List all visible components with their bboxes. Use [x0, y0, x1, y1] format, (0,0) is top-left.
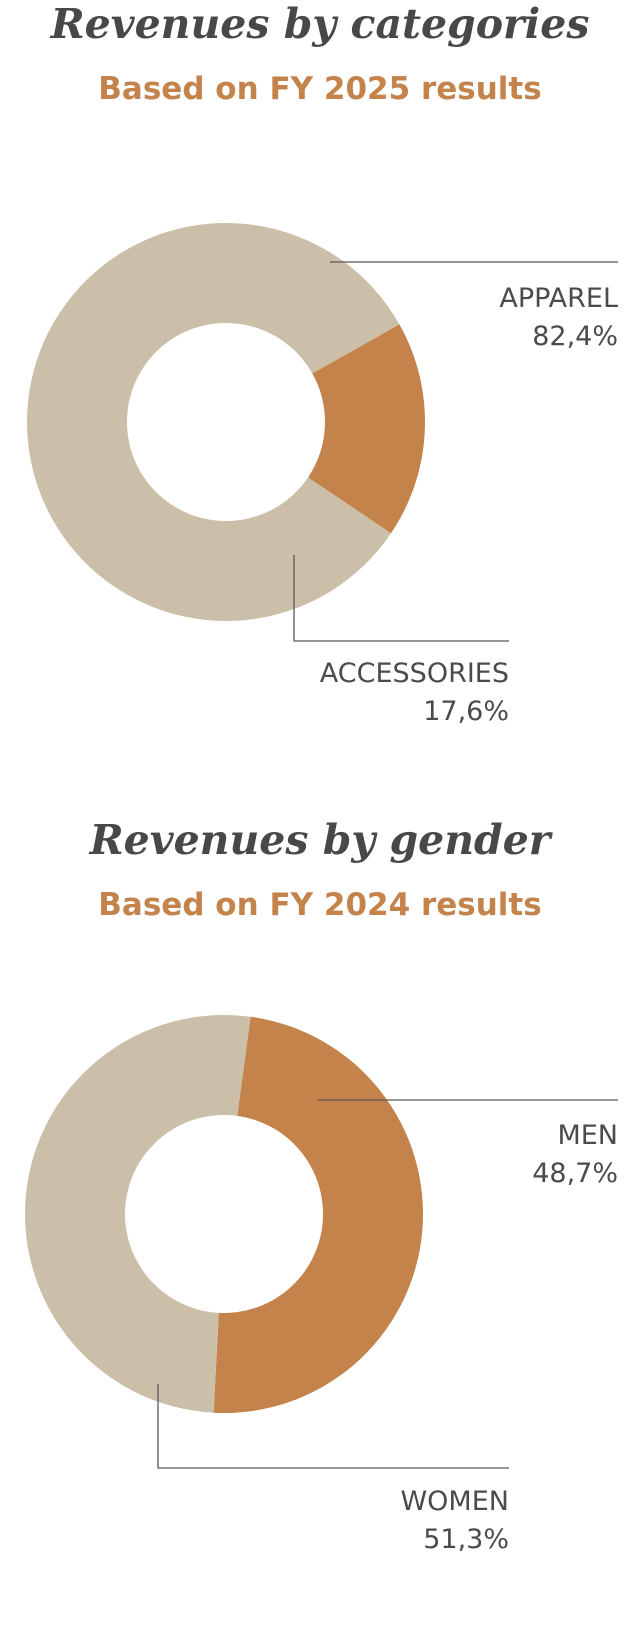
donut-chart-gender: MEN 48,7% WOMEN 51,3% — [25, 1015, 618, 1555]
donut-slice-women — [25, 1015, 251, 1413]
chart-title: Revenues by gender — [89, 816, 551, 864]
slice-label-men: MEN — [557, 1120, 618, 1151]
slice-label-women: WOMEN — [400, 1486, 509, 1517]
leader-line-women — [157, 1384, 509, 1469]
slice-value-men: 48,7% — [532, 1158, 618, 1189]
donut-chart-categories: APPAREL 82,4% ACCESSORIES 17,6% — [26, 222, 618, 727]
slice-label-accessories: ACCESSORIES — [320, 658, 509, 689]
donut-slice-accessories — [308, 324, 425, 534]
slice-label-apparel: APPAREL — [499, 283, 618, 314]
chart-subtitle: Based on FY 2025 results — [98, 71, 542, 107]
donut-slice-men — [213, 1016, 424, 1413]
slice-value-apparel: 82,4% — [532, 321, 618, 352]
chart-title: Revenues by categories — [50, 0, 590, 48]
categories-section: Revenues by categories Based on FY 2025 … — [0, 0, 640, 780]
donut-slice-apparel — [26, 222, 400, 621]
slice-value-accessories: 17,6% — [423, 696, 509, 727]
slice-value-women: 51,3% — [423, 1524, 509, 1555]
gender-section: Revenues by gender Based on FY 2024 resu… — [0, 812, 640, 1628]
leader-line-accessories — [293, 555, 509, 642]
chart-subtitle: Based on FY 2024 results — [98, 887, 542, 923]
